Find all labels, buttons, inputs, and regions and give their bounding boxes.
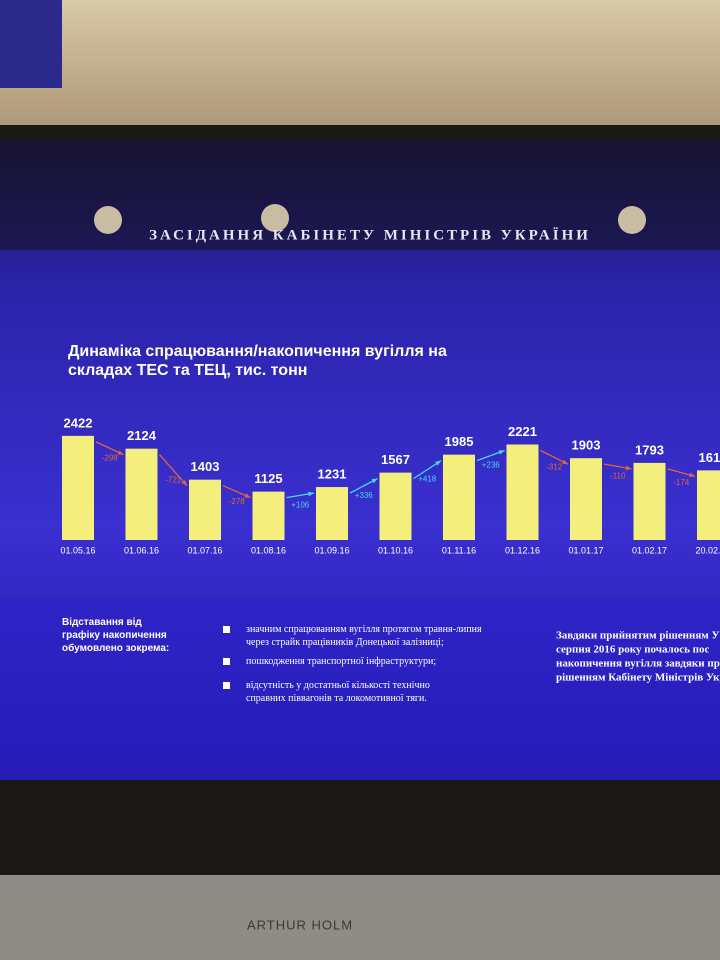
change-label: -312 xyxy=(546,462,563,471)
lead-line: Відставання від xyxy=(62,617,142,628)
lead-line: обумовлено зокрема: xyxy=(62,642,169,654)
x-tick-label: 01.01.17 xyxy=(568,545,603,555)
arrow-head xyxy=(435,460,441,466)
slide-header: ЗАСІДАННЯ КАБІНЕТУ МІНІСТРІВ УКРАЇНИ xyxy=(149,227,591,243)
change-label: -278 xyxy=(229,497,246,506)
bullet xyxy=(223,658,230,665)
x-tick-label: 01.12.16 xyxy=(505,545,540,555)
bullet-text: відсутність у достатньої кількості техні… xyxy=(246,680,430,704)
side-text: серпня 2016 року почалось пос xyxy=(556,644,710,656)
bar xyxy=(125,448,158,540)
chart-title: Динаміка спрацювання/накопичення вугілля… xyxy=(68,343,447,379)
arrow-head xyxy=(371,478,378,484)
reflection-light xyxy=(94,206,122,234)
value-label: 1567 xyxy=(381,452,410,467)
notes-band xyxy=(0,598,720,780)
change-label: +106 xyxy=(291,500,310,509)
lead-line: графіку накопичення xyxy=(62,629,167,641)
bar xyxy=(189,479,221,540)
bar xyxy=(252,491,285,540)
bullet-line: справних піввагонів та локомотивної тяги… xyxy=(246,693,427,704)
bullet-line: пошкодження транспортної інфраструктури; xyxy=(246,656,436,667)
bullet xyxy=(223,626,230,633)
bullet-text: значним спрацюванням вугілля протягом тр… xyxy=(246,624,482,648)
value-label: 1403 xyxy=(191,459,220,474)
bullet-line: через страйк працівників Донецької заліз… xyxy=(246,637,444,648)
arrow-head xyxy=(117,450,124,455)
arrow-head xyxy=(181,479,187,486)
bullet-line: відсутність у достатньої кількості техні… xyxy=(246,680,430,691)
value-label: 1793 xyxy=(635,442,664,457)
value-label: 1125 xyxy=(254,471,282,486)
title-line: Динаміка спрацювання/накопичення вугілля… xyxy=(68,343,447,360)
x-tick-label: 01.10.16 xyxy=(378,545,413,555)
bar xyxy=(633,462,666,540)
value-label: 2221 xyxy=(508,424,537,439)
bullet xyxy=(223,682,230,689)
value-label: 2422 xyxy=(64,415,93,430)
side-text: Завдяки прийнятим рішенням У xyxy=(556,630,720,642)
change-label: +336 xyxy=(355,491,374,500)
chart: 2422 01.05.16 2124 01.06.16 1403 01.07.16 1125… xyxy=(60,415,720,555)
x-tick-label: 01.11.16 xyxy=(442,545,476,555)
side-text: рішенням Кабінету Міністрів Укр xyxy=(556,672,720,684)
bullet-text: пошкодження транспортної інфраструктури; xyxy=(246,656,436,667)
x-tick-label: 01.08.16 xyxy=(251,545,286,555)
x-tick-label: 01.06.16 xyxy=(124,545,159,555)
bar xyxy=(443,454,475,540)
arrow-head xyxy=(689,472,695,478)
reflection-light xyxy=(618,206,646,234)
arrow-head xyxy=(498,450,505,455)
change-label: +418 xyxy=(418,475,437,484)
arrow-head xyxy=(562,459,568,465)
side-monitor xyxy=(0,0,62,88)
x-tick-label: 01.07.16 xyxy=(187,545,222,555)
change-label: -298 xyxy=(102,453,119,462)
change-label: -110 xyxy=(610,472,626,481)
bar xyxy=(506,444,539,540)
change-label: -721 xyxy=(165,475,182,484)
change-arrow xyxy=(159,454,188,487)
value-label: 1903 xyxy=(572,438,601,453)
bar xyxy=(570,458,602,540)
arrow-head xyxy=(308,491,314,497)
notes: Відставання від графіку накопичення обумов… xyxy=(62,617,720,705)
reflection-light xyxy=(261,204,289,232)
bullet-line: значним спрацюванням вугілля протягом тр… xyxy=(246,624,482,635)
monitor-base xyxy=(0,875,720,960)
value-label: 1231 xyxy=(318,467,347,482)
change-label: -174 xyxy=(673,478,690,487)
value-label: 1985 xyxy=(445,434,474,449)
value-label: 2124 xyxy=(127,428,157,443)
title-line: складах ТЕС та ТЕЦ, тис. тонн xyxy=(68,362,307,379)
change-label: +236 xyxy=(482,461,501,470)
bar xyxy=(379,472,412,540)
x-tick-label: 20.02.17 xyxy=(695,545,720,555)
wall xyxy=(0,0,720,140)
reflection xyxy=(0,140,720,250)
arrow-head xyxy=(625,465,632,471)
bar xyxy=(697,470,720,540)
bar xyxy=(62,435,94,540)
x-tick-label: 01.09.16 xyxy=(314,545,349,555)
notes-lead: Відставання від графіку накопичення обумов… xyxy=(62,617,169,654)
side-text: накопичення вугілля завдяки пр xyxy=(556,658,720,670)
brand: ARTHUR HOLM xyxy=(247,917,353,932)
x-tick-label: 01.05.16 xyxy=(60,545,95,555)
x-tick-label: 01.02.17 xyxy=(632,545,667,555)
arrow-head xyxy=(244,493,251,498)
bar xyxy=(316,487,348,540)
